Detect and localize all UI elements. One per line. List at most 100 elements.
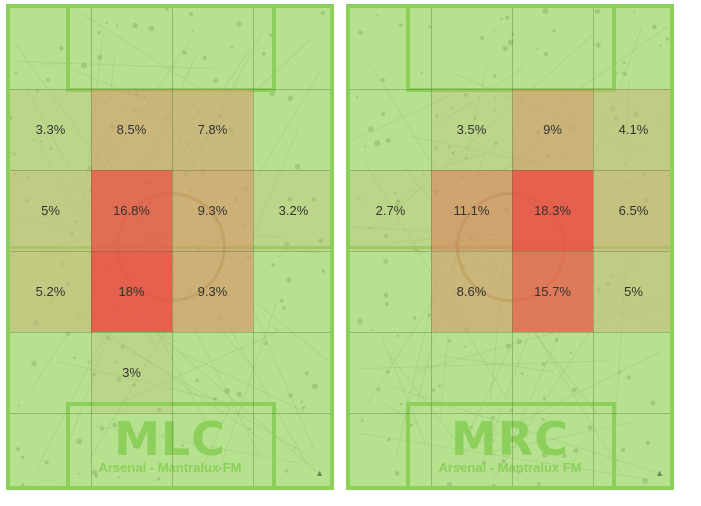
pass-marker	[14, 71, 18, 75]
zone-cell: 18%	[91, 251, 172, 332]
pass-marker	[384, 301, 389, 306]
pass-marker	[236, 391, 243, 398]
zone-cell: 3%	[91, 332, 172, 413]
pass-marker	[633, 11, 636, 14]
pass-marker	[622, 60, 626, 64]
penalty-box-bottom	[406, 402, 616, 486]
pass-marker	[115, 360, 118, 364]
pass-marker	[94, 474, 99, 478]
pass-marker	[481, 460, 486, 465]
grid-line-horizontal	[10, 332, 330, 333]
pass-marker	[230, 45, 234, 49]
pass-marker	[282, 306, 286, 310]
pass-marker	[269, 91, 275, 97]
pass-marker	[420, 71, 424, 75]
zone-cell: 15.7%	[512, 251, 593, 332]
zone-cell: 8.6%	[431, 251, 512, 332]
pass-marker	[31, 360, 37, 366]
pass-marker	[45, 77, 50, 82]
pass-line	[380, 335, 426, 444]
pass-marker	[383, 292, 389, 298]
pass-marker	[493, 29, 496, 32]
pass-marker	[76, 438, 83, 445]
pass-marker	[394, 470, 400, 476]
zone-cell: 5%	[593, 251, 670, 332]
pass-marker	[434, 146, 438, 151]
pass-marker	[106, 336, 111, 340]
pass-marker	[261, 51, 266, 56]
pass-marker	[134, 439, 138, 443]
pass-marker	[517, 469, 522, 474]
zone-cell: 6.5%	[593, 170, 670, 251]
zone-cell: 5%	[10, 170, 91, 251]
pass-marker	[595, 42, 601, 48]
triangle-up-icon[interactable]: ▲	[315, 468, 324, 478]
zone-cell: 9%	[512, 89, 593, 170]
pass-marker	[263, 341, 268, 346]
pass-marker	[293, 446, 296, 449]
pass-marker	[571, 387, 577, 393]
pass-marker	[520, 372, 524, 376]
pass-marker	[46, 478, 50, 482]
pass-marker	[381, 111, 386, 117]
zone-cell: 5.2%	[10, 251, 91, 332]
pass-marker	[620, 447, 626, 453]
triangle-up-icon[interactable]: ▲	[655, 468, 664, 478]
pass-marker	[213, 78, 219, 83]
pass-marker	[447, 145, 451, 148]
pass-marker	[368, 226, 371, 230]
penalty-box-top	[406, 8, 616, 92]
zone-cell: 18.3%	[512, 170, 593, 251]
pass-marker	[32, 138, 35, 141]
pass-marker	[320, 10, 326, 16]
pass-marker	[370, 328, 373, 331]
pass-marker	[120, 344, 125, 349]
pass-marker	[495, 165, 498, 168]
pass-marker	[374, 140, 381, 147]
grid-line-vertical	[431, 8, 432, 486]
pass-marker	[380, 77, 386, 83]
pass-marker	[287, 95, 294, 101]
pass-marker	[275, 328, 278, 331]
pass-marker	[304, 371, 309, 376]
pass-marker	[10, 115, 13, 120]
pass-marker	[480, 36, 485, 41]
pass-marker	[552, 28, 556, 33]
pass-marker	[97, 31, 101, 35]
pass-marker	[431, 388, 436, 392]
pass-marker	[271, 263, 275, 267]
pass-line	[384, 403, 419, 425]
pass-marker	[541, 362, 546, 367]
pass-line	[387, 385, 666, 476]
zone-cell: 3.2%	[253, 170, 330, 251]
pass-marker	[626, 375, 632, 380]
pass-marker	[165, 8, 169, 11]
zone-cell: 2.7%	[350, 170, 431, 251]
pass-marker	[286, 277, 291, 283]
pass-marker	[659, 44, 662, 47]
pass-marker	[321, 269, 326, 273]
pass-marker	[279, 298, 284, 303]
pass-marker	[13, 152, 16, 156]
pass-marker	[500, 17, 503, 21]
grid-line-horizontal	[350, 170, 670, 171]
pass-marker	[35, 89, 40, 93]
zone-cell: 3.5%	[431, 89, 512, 170]
pass-marker	[396, 334, 399, 338]
pass-marker	[355, 95, 359, 99]
pass-marker	[473, 116, 477, 121]
pass-marker	[202, 55, 208, 61]
pass-marker	[459, 465, 462, 468]
pass-marker	[541, 418, 545, 421]
pass-marker	[383, 258, 389, 264]
pass-marker	[493, 74, 497, 78]
pass-marker	[148, 25, 155, 32]
pass-marker	[132, 22, 138, 28]
pass-marker	[376, 387, 381, 392]
pass-marker	[537, 482, 541, 486]
pass-marker	[117, 476, 121, 479]
grid-line-vertical	[512, 8, 513, 486]
pass-marker	[188, 12, 194, 17]
pass-marker	[542, 396, 546, 400]
pass-marker	[665, 37, 669, 41]
